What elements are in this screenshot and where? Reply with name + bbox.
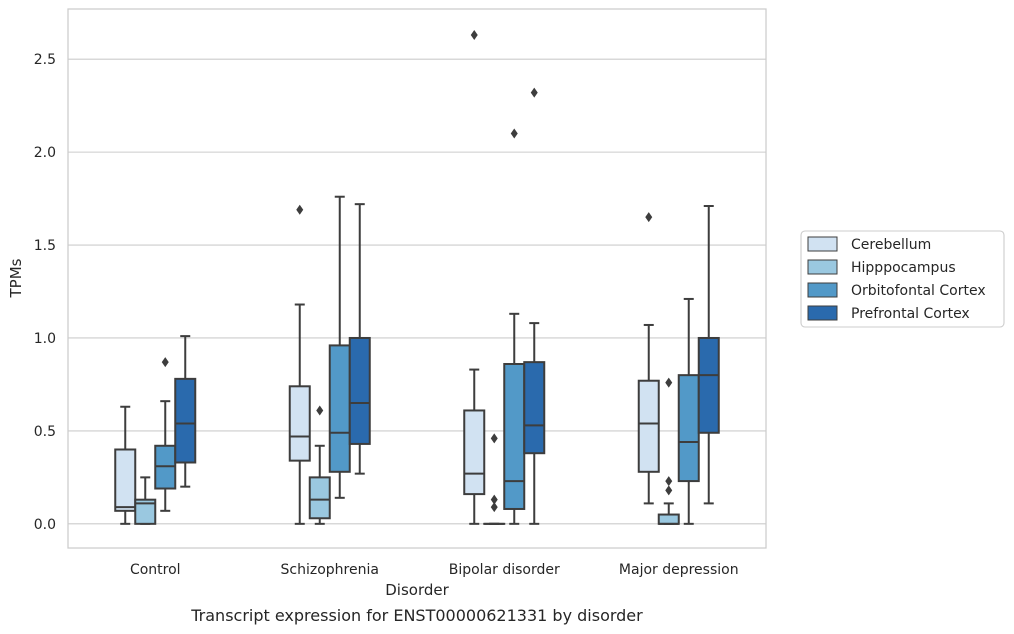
box-iqr	[677, 374, 700, 483]
box-cerebellum	[114, 405, 137, 525]
box-orbitofontal-cortex	[677, 297, 700, 525]
box-iqr	[114, 448, 137, 512]
box-cerebellum	[288, 204, 311, 525]
y-axis-ticks: 0.0 0.5 1.0 1.5 2.0 2.5	[34, 52, 56, 533]
plot-frame	[67, 8, 767, 549]
box-iqr	[637, 379, 660, 473]
outlier-point	[316, 405, 324, 416]
box-orbitofontal-cortex	[328, 195, 351, 499]
box-iqr	[657, 513, 680, 525]
legend-entry: Hipppocampus	[851, 260, 956, 276]
box-prefrontal-cortex	[348, 203, 371, 475]
box-hipppocampus	[134, 476, 157, 525]
x-axis-label: Disorder	[385, 581, 449, 599]
y-tick-label: 0.0	[34, 517, 56, 533]
outlier-point	[490, 433, 498, 444]
outlier-point	[665, 377, 673, 388]
box-hipppocampus	[483, 433, 506, 525]
x-tick-label: Major depression	[619, 562, 739, 578]
box-prefrontal-cortex	[174, 335, 197, 488]
figure-caption: Transcript expression for ENST0000062133…	[191, 606, 643, 625]
box-orbitofontal-cortex	[503, 128, 526, 525]
legend: Cerebellum Hipppocampus Orbitofontal Corte…	[800, 230, 1005, 328]
box-iqr	[288, 385, 311, 462]
y-tick-label: 1.0	[34, 331, 56, 347]
box-hipppocampus	[308, 405, 331, 525]
x-axis-ticks: Control Schizophrenia Bipolar disorder Majo…	[130, 562, 739, 578]
outlier-point	[665, 485, 673, 496]
y-tick-label: 2.0	[34, 145, 56, 161]
x-tick-label: Schizophrenia	[281, 562, 379, 578]
legend-entry: Cerebellum	[851, 237, 931, 253]
y-axis-label: TPMs	[7, 258, 25, 298]
legend-swatch	[807, 305, 838, 321]
legend-entry: Orbitofontal Cortex	[851, 283, 986, 299]
outlier-point	[161, 357, 169, 368]
legend-swatch	[807, 282, 838, 298]
x-tick-label: Control	[130, 562, 181, 578]
box-iqr	[328, 344, 351, 473]
y-tick-label: 1.5	[34, 238, 56, 254]
outlier-point	[530, 87, 538, 98]
legend-frame	[800, 230, 1005, 328]
outlier-point	[490, 494, 498, 505]
box-iqr	[697, 336, 720, 434]
y-tick-label: 0.5	[34, 424, 56, 440]
box-iqr	[503, 362, 526, 510]
box-prefrontal-cortex	[523, 87, 546, 525]
y-tick-label: 2.5	[34, 52, 56, 68]
outlier-point	[645, 212, 653, 223]
box-iqr	[174, 377, 197, 464]
outlier-point	[296, 204, 304, 215]
box-plot-area	[114, 30, 720, 525]
outlier-point	[470, 30, 478, 41]
x-tick-label: Bipolar disorder	[449, 562, 560, 578]
box-cerebellum	[463, 30, 486, 525]
box-iqr	[523, 361, 546, 455]
outlier-point	[665, 476, 673, 487]
box-iqr	[348, 336, 371, 445]
legend-swatch	[807, 236, 838, 252]
box-prefrontal-cortex	[697, 205, 720, 505]
box-iqr	[463, 409, 486, 496]
outlier-point	[490, 502, 498, 513]
legend-swatch	[807, 259, 838, 275]
box-iqr	[308, 476, 331, 520]
box-hipppocampus	[657, 377, 680, 525]
box-orbitofontal-cortex	[154, 357, 177, 512]
outlier-point	[510, 128, 518, 139]
box-cerebellum	[637, 212, 660, 505]
box-iqr	[134, 498, 157, 525]
legend-entry: Prefrontal Cortex	[851, 306, 970, 322]
